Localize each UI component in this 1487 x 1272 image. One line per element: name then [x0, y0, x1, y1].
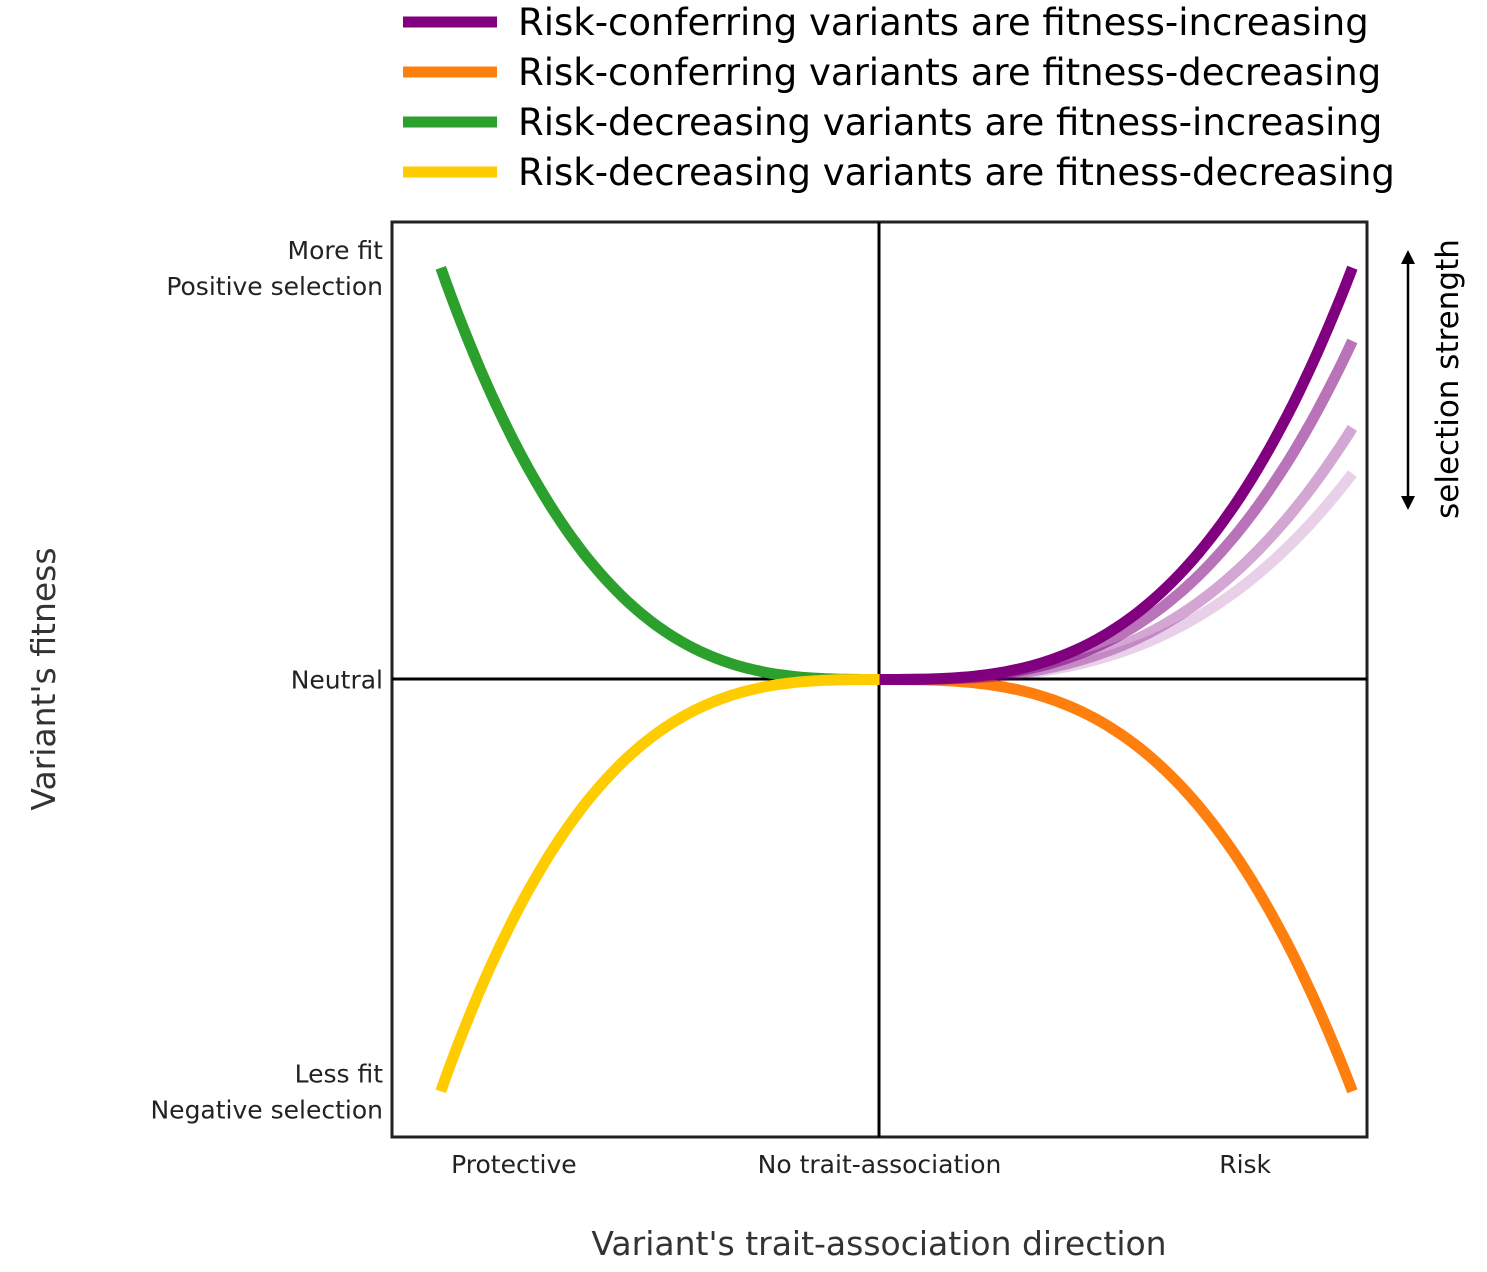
y-tick-label: Neutral	[291, 666, 383, 695]
legend-entry-label: Risk-conferring variants are fitness-dec…	[518, 51, 1381, 94]
legend: Risk-conferring variants are fitness-inc…	[403, 1, 1395, 194]
series-curve	[879, 265, 1358, 685]
x-tick-labels: Protective No trait-association Risk	[451, 1150, 1271, 1179]
legend-entry-label: Risk-decreasing variants are fitness-dec…	[518, 151, 1395, 194]
x-tick-label: Protective	[451, 1150, 577, 1179]
y-tick-label: Less fit	[295, 1059, 384, 1088]
series-group	[435, 265, 1358, 1094]
legend-entry-label: Risk-decreasing variants are fitness-inc…	[518, 101, 1382, 144]
y-tick-labels: More fit Positive selection Neutral Less fi…	[150, 236, 383, 1125]
selection-strength-annotation: selection strength	[1401, 239, 1466, 519]
x-tick-label: No trait-association	[758, 1150, 1002, 1179]
y-tick-label: More fit	[288, 236, 384, 265]
selection-strength-label: selection strength	[1430, 239, 1466, 519]
strength-arrow-up-head	[1401, 250, 1415, 264]
legend-entry-label: Risk-conferring variants are fitness-inc…	[518, 1, 1369, 44]
series-curve	[435, 674, 880, 1094]
x-tick-label: Risk	[1219, 1150, 1271, 1179]
series-curve	[435, 265, 880, 685]
x-axis-title: Variant's trait-association direction	[591, 1224, 1166, 1263]
y-tick-label: Negative selection	[150, 1095, 383, 1124]
series-curve	[879, 674, 1358, 1094]
strength-arrow-down-head	[1401, 496, 1415, 510]
y-axis-title: Variant's fitness	[24, 547, 63, 810]
y-tick-label: Positive selection	[166, 272, 383, 301]
